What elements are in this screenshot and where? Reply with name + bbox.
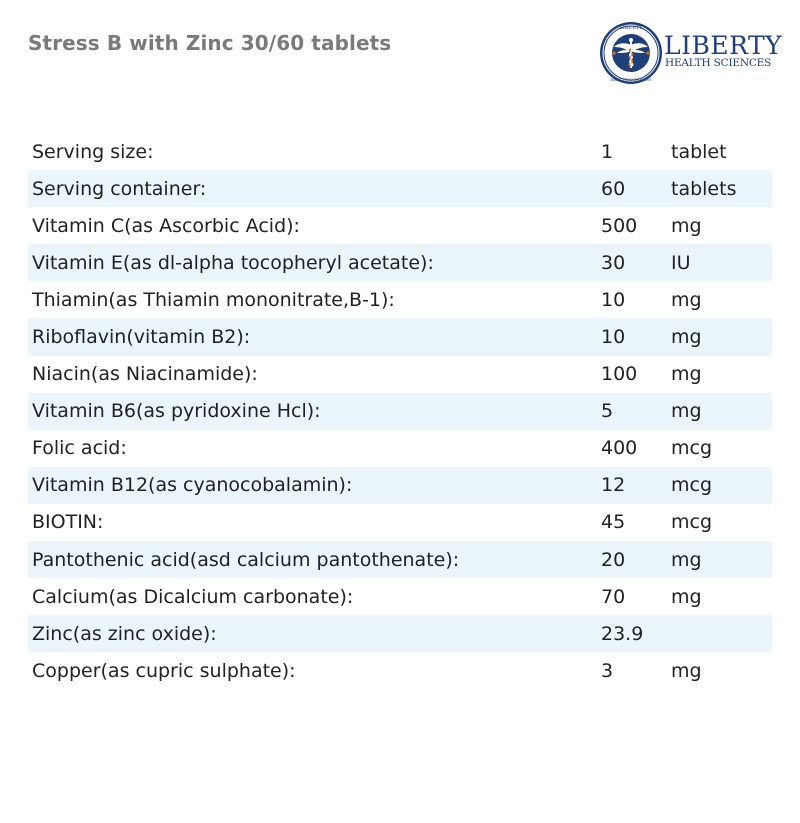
nutrient-name: Folic acid: [32,437,127,460]
nutrient-amount: 30 [601,251,626,274]
table-row: Serving container: 60 tablets [28,170,772,208]
nutrient-amount: 100 [601,363,638,386]
nutrient-amount: 60 [601,177,626,200]
nutrient-name: BIOTIN: [32,511,104,534]
table-row: Serving size: 1 tablet [28,133,772,170]
svg-text:HEALTH SCIENCES: HEALTH SCIENCES [610,77,652,82]
nutrient-amount: 70 [601,585,626,608]
nutrient-unit: mg [671,288,702,311]
table-row: Thiamin(as Thiamin mononitrate,B-1): 10 mg [28,281,772,318]
nutrient-amount: 3 [601,659,614,682]
nutrient-amount: 10 [601,326,626,349]
nutrient-unit: mg [671,548,702,571]
table-row: BIOTIN: 45 mcg [28,504,772,541]
nutrient-unit: mg [671,659,702,682]
nutrient-amount: 400 [601,437,638,460]
nutrient-name: Zinc(as zinc oxide): [32,622,217,645]
nutrient-amount: 500 [601,214,638,237]
nutrient-amount: 10 [601,288,626,311]
nutrient-amount: 20 [601,548,626,571]
liberty-health-sciences-logo: LIBERTY HEALTH SCIENCES LIBERTY HEALTH S… [598,20,783,86]
nutrient-unit: tablet [671,140,727,163]
table-row: Vitamin E(as dl-alpha tocopheryl acetate… [28,244,772,282]
page-title: Stress B with Zinc 30/60 tablets [28,31,392,55]
table-row: Vitamin B6(as pyridoxine Hcl): 5 mg [28,392,772,430]
svg-text:LIBERTY: LIBERTY [620,25,644,31]
table-row: Calcium(as Dicalcium carbonate): 70 mg [28,578,772,615]
table-row: Niacin(as Niacinamide): 100 mg [28,356,772,393]
nutrient-name: Copper(as cupric sulphate): [32,659,296,682]
nutrient-amount: 1 [601,140,614,163]
nutrient-unit: mg [671,326,702,349]
nutrient-name: Vitamin B12(as cyanocobalamin): [32,474,353,497]
nutrient-name: Niacin(as Niacinamide): [32,363,258,386]
nutrient-unit: mg [671,214,702,237]
nutrient-unit: mg [671,400,702,423]
nutrient-unit: mcg [671,474,713,497]
table-row: Zinc(as zinc oxide): 23.9 [28,615,772,653]
supplement-facts-table: Serving size: 1 tablet Serving container: 60… [28,133,772,689]
nutrient-name: Serving container: [32,177,207,200]
table-row: Vitamin C(as Ascorbic Acid): 500 mg [28,207,772,244]
table-row: Copper(as cupric sulphate): 3 mg [28,652,772,689]
nutrient-name: Vitamin B6(as pyridoxine Hcl): [32,400,321,423]
table-row: Riboflavin(vitamin B2): 10 mg [28,318,772,356]
nutrient-unit: mcg [671,511,713,534]
nutrient-name: Pantothenic acid(asd calcium pantothenat… [32,548,460,571]
nutrient-unit: mg [671,363,702,386]
nutrient-unit: IU [671,251,691,274]
nutrient-amount: 5 [601,400,614,423]
table-row: Folic acid: 400 mcg [28,430,772,467]
nutrient-name: Vitamin C(as Ascorbic Acid): [32,214,300,237]
logo-subtitle: HEALTH SCIENCES [665,57,772,69]
nutrient-amount: 23.9 [601,622,644,645]
nutrient-name: Calcium(as Dicalcium carbonate): [32,585,354,608]
nutrient-amount: 45 [601,511,626,534]
logo-wordmark: LIBERTY [664,31,783,60]
nutrient-amount: 12 [601,474,626,497]
nutrient-name: Riboflavin(vitamin B2): [32,326,251,349]
nutrient-unit: mcg [671,437,713,460]
table-row: Vitamin B12(as cyanocobalamin): 12 mcg [28,466,772,504]
caduceus-seal-icon: LIBERTY HEALTH SCIENCES [600,22,662,84]
table-row: Pantothenic acid(asd calcium pantothenat… [28,541,772,579]
nutrient-name: Thiamin(as Thiamin mononitrate,B-1): [32,288,395,311]
nutrient-name: Serving size: [32,140,154,163]
nutrient-unit: tablets [671,177,737,200]
nutrient-name: Vitamin E(as dl-alpha tocopheryl acetate… [32,251,434,274]
nutrient-unit: mg [671,585,702,608]
